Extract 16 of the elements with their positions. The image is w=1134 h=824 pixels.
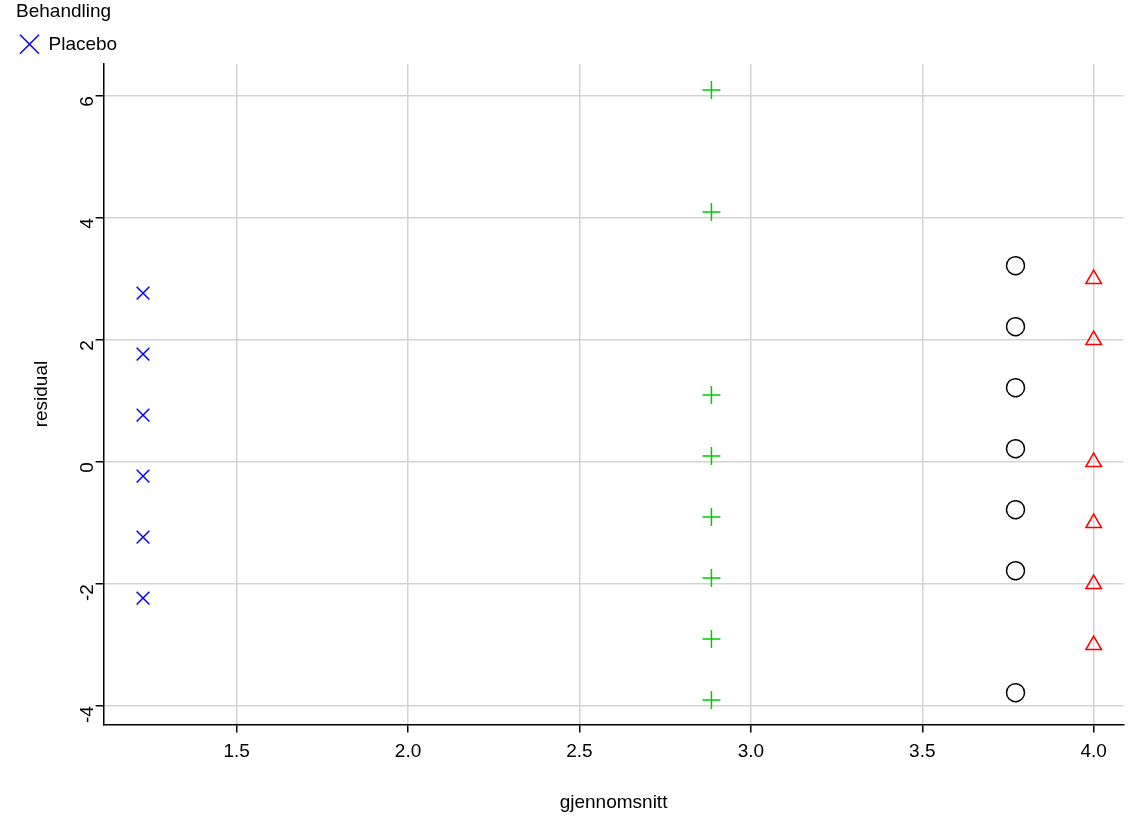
- x-tick-label: 3.5: [909, 740, 936, 762]
- x-tick-label: 2.5: [566, 740, 593, 762]
- y-tick-label: 6: [75, 96, 97, 107]
- legend-label: Placebo: [48, 32, 118, 54]
- y-axis-title: residual: [29, 360, 51, 428]
- x-tick-label: 1.5: [223, 740, 250, 762]
- x-axis-title: gjennomsnitt: [559, 790, 669, 812]
- x-tick-label: 2.0: [394, 740, 422, 762]
- legend-title: Behandling: [16, 0, 112, 21]
- y-tick-label: -4: [75, 705, 97, 724]
- y-tick-label: -2: [75, 584, 97, 602]
- y-tick-label: 4: [75, 217, 97, 229]
- x-tick-label: 4.0: [1080, 740, 1107, 762]
- y-tick-label: 2: [75, 340, 97, 351]
- y-tick-label: 0: [75, 462, 97, 473]
- x-tick-label: 3.0: [737, 740, 765, 762]
